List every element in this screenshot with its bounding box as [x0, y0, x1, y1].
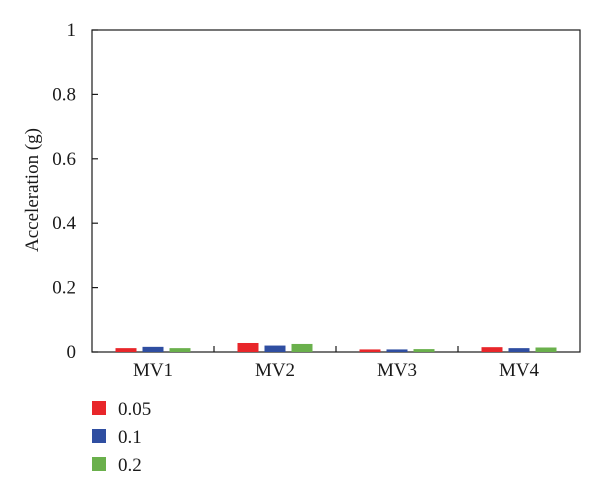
bar-mv4-0.05	[481, 347, 503, 352]
legend-swatch	[92, 457, 106, 471]
plot-frame	[91, 29, 581, 353]
bar-mv2-0.2	[291, 343, 313, 352]
y-axis: 0 0.2 0.4 0.6 0.8 1	[52, 20, 98, 363]
x-tick-label: MV4	[499, 360, 540, 381]
bar-mv4-0.1	[508, 348, 530, 352]
y-tick-label: 1	[67, 20, 77, 41]
y-tick-label: 0.4	[52, 213, 76, 234]
x-tick-label: MV2	[255, 360, 295, 381]
legend-label: 0.05	[118, 399, 151, 420]
bar-mv4-0.2	[535, 347, 557, 352]
y-tick-label: 0.2	[52, 278, 76, 299]
legend: 0.05 0.1 0.2	[92, 399, 151, 476]
y-tick-label: 0.6	[52, 149, 76, 170]
bar-mv1-0.2	[169, 348, 191, 352]
bar-mv3-0.05	[359, 349, 381, 352]
y-axis-label: Acceleration (g)	[22, 128, 43, 252]
legend-label: 0.2	[118, 455, 142, 476]
plot-area	[91, 29, 581, 353]
x-tick-label: MV3	[377, 360, 417, 381]
legend-swatch	[92, 401, 106, 415]
bar-mv1-0.05	[115, 348, 137, 352]
bar-mv3-0.2	[413, 349, 435, 352]
legend-swatch	[92, 429, 106, 443]
y-tick-label: 0	[67, 342, 77, 363]
bar-mv2-0.05	[237, 342, 259, 352]
bar-mv1-0.1	[142, 346, 164, 352]
y-tick-label: 0.8	[52, 84, 76, 105]
x-axis: MV1 MV2 MV3 MV4	[133, 346, 540, 381]
x-tick-label: MV1	[133, 360, 173, 381]
legend-label: 0.1	[118, 427, 142, 448]
bar-mv2-0.1	[264, 345, 286, 352]
bar-mv3-0.1	[386, 349, 408, 352]
bars	[115, 342, 557, 352]
